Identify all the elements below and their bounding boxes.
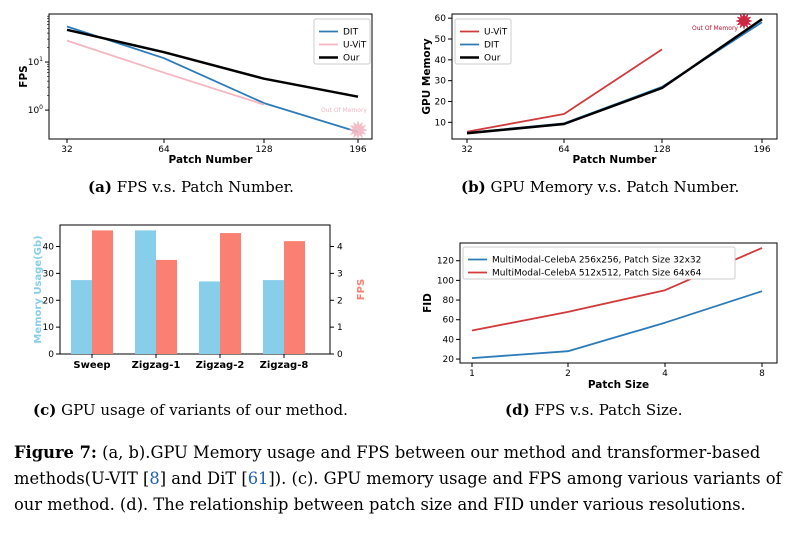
x-tick-label: 32 (61, 145, 72, 155)
y-tick-label: 40 (443, 335, 455, 345)
fps-bar-zigzag-2 (220, 233, 241, 354)
x-tick-label: 2 (565, 369, 571, 379)
y-tick-label: 101 (28, 56, 43, 68)
y-tick-exponent: 0 (39, 104, 43, 111)
y-tick-label: 40 (43, 243, 55, 253)
y-tick-label: 10 (43, 323, 55, 333)
citation-link-8[interactable]: 8 (149, 469, 160, 488)
legend-label-dit: DIT (343, 28, 359, 38)
y2-tick-label: 1 (337, 323, 343, 333)
y-tick-label: 0 (48, 350, 54, 360)
series-line-our (466, 18, 763, 135)
x-tick-label: 128 (653, 145, 670, 155)
y-tick-label: 40 (435, 56, 447, 66)
fps-bar-zigzag-8 (284, 241, 305, 354)
memory-bar-zigzag-1 (135, 230, 156, 354)
y2-axis-label: FPS (356, 279, 367, 300)
x-tick-label: Zigzag-8 (260, 360, 309, 371)
y-tick-label: 20 (43, 296, 55, 306)
figure-caption: Figure 7: (a, b).GPU Memory usage and FP… (14, 443, 782, 514)
chart-fid-vs-patch-size: 1 2 4 8 20 40 60 80 100 120 MultiModal-CelebA 256x… (422, 242, 778, 391)
x-tick-label: 64 (558, 145, 570, 155)
out-of-memory-label: Out Of Memory (692, 25, 738, 32)
fps-bar-sweep (92, 230, 113, 354)
y-tick-label: 20 (435, 98, 447, 108)
memory-bar-sweep (71, 280, 92, 354)
y2-tick-label: 4 (337, 243, 343, 253)
y-tick-label: 120 (437, 257, 454, 267)
y-tick-label: 60 (443, 316, 455, 326)
y-axis-label: FID (422, 293, 434, 313)
x-axis-label: Patch Number (573, 154, 658, 166)
x-tick-label: 64 (158, 145, 170, 155)
y-tick-label: 100 (437, 276, 454, 286)
legend-label-u-vit: U-ViT (484, 28, 508, 38)
y-axis-label: GPU Memory (421, 38, 433, 114)
x-tick-label: 8 (759, 369, 765, 379)
y2-tick-label: 3 (337, 269, 343, 279)
legend-label-our: Our (343, 54, 360, 64)
y-tick-label: 80 (443, 296, 455, 306)
caption-b: (b) GPU Memory v.s. Patch Number. (461, 178, 740, 196)
legend-label-multimodal-celeba-512x512-patch-size-64x64: MultiModal-CelebA 512x512, Patch Size 64… (492, 269, 702, 279)
plot-frame (459, 242, 778, 364)
series-line-multimodal-celeba-256x256-patch-size-32x32 (471, 290, 763, 359)
y-tick-exponent: 1 (39, 56, 43, 63)
y-axis-label: FPS (18, 65, 30, 87)
y-tick-label: 60 (435, 14, 447, 24)
y-tick-label: 100 (28, 104, 43, 116)
x-tick-label: 32 (461, 145, 472, 155)
out-of-memory-label: Out Of Memory (321, 107, 367, 114)
fps-bar-zigzag-1 (156, 259, 177, 354)
legend (462, 246, 736, 280)
citation-link-61[interactable]: 61 (247, 469, 269, 488)
y2-tick-label: 2 (337, 296, 343, 306)
x-tick-label: Zigzag-2 (196, 360, 245, 371)
memory-bar-zigzag-8 (263, 280, 284, 354)
legend-label-multimodal-celeba-256x256-patch-size-32x32: MultiModal-CelebA 256x256, Patch Size 32… (492, 256, 701, 266)
legend-label-dit: DIT (484, 41, 500, 51)
x-tick-label: 1 (469, 369, 475, 379)
chart-gpu-memory-vs-patch-number: 32 64 128 196 10 20 30 40 50 60 Out Of Memory U-ViT… (421, 12, 778, 166)
caption-a: (a) FPS v.s. Patch Number. (88, 178, 294, 196)
y-tick-label: 10 (435, 118, 447, 128)
x-axis-label: Patch Size (588, 379, 649, 391)
x-tick-label: 4 (662, 369, 668, 379)
series-line-dit (66, 25, 359, 133)
out-of-memory-burst-icon (735, 12, 753, 30)
series-line-u-vit (466, 48, 663, 133)
legend (313, 18, 371, 65)
caption-c: (c) GPU usage of variants of our method. (33, 401, 348, 419)
y-tick-label: 30 (43, 269, 55, 279)
plot-frame (451, 13, 778, 140)
legend-label-our: Our (484, 54, 501, 64)
x-tick-label: 196 (349, 145, 366, 155)
x-tick-label: 196 (753, 145, 770, 155)
legend (454, 18, 512, 65)
y-tick-label: 20 (443, 355, 455, 365)
series-line-our (66, 28, 359, 98)
x-tick-label: Sweep (73, 360, 110, 371)
legend-label-u-vit: U-ViT (343, 41, 367, 51)
memory-bar-zigzag-2 (199, 281, 220, 354)
y-axis-label: Memory Usage(Gb) (33, 235, 44, 343)
y-tick-label: 30 (435, 77, 447, 87)
x-tick-label: Zigzag-1 (132, 360, 181, 371)
out-of-memory-burst-icon (348, 120, 368, 140)
y2-tick-label: 0 (337, 350, 343, 360)
chart-gpu-usage-variants: 0 10 20 30 40 0 1 2 3 4 Sweep Zigzag-1 Zigzag-2 Zigza… (33, 224, 367, 371)
series-line-u-vit (66, 39, 265, 106)
caption-d: (d) FPS v.s. Patch Size. (505, 401, 683, 419)
y-tick-label: 50 (435, 35, 447, 45)
x-tick-label: 128 (255, 145, 272, 155)
chart-fps-vs-patch-number: 32 64 128 196 100 101 Out Of Memory DIT U-ViT Our… (18, 13, 373, 166)
plot-frame (59, 224, 331, 355)
x-axis-label: Patch Number (169, 154, 254, 166)
